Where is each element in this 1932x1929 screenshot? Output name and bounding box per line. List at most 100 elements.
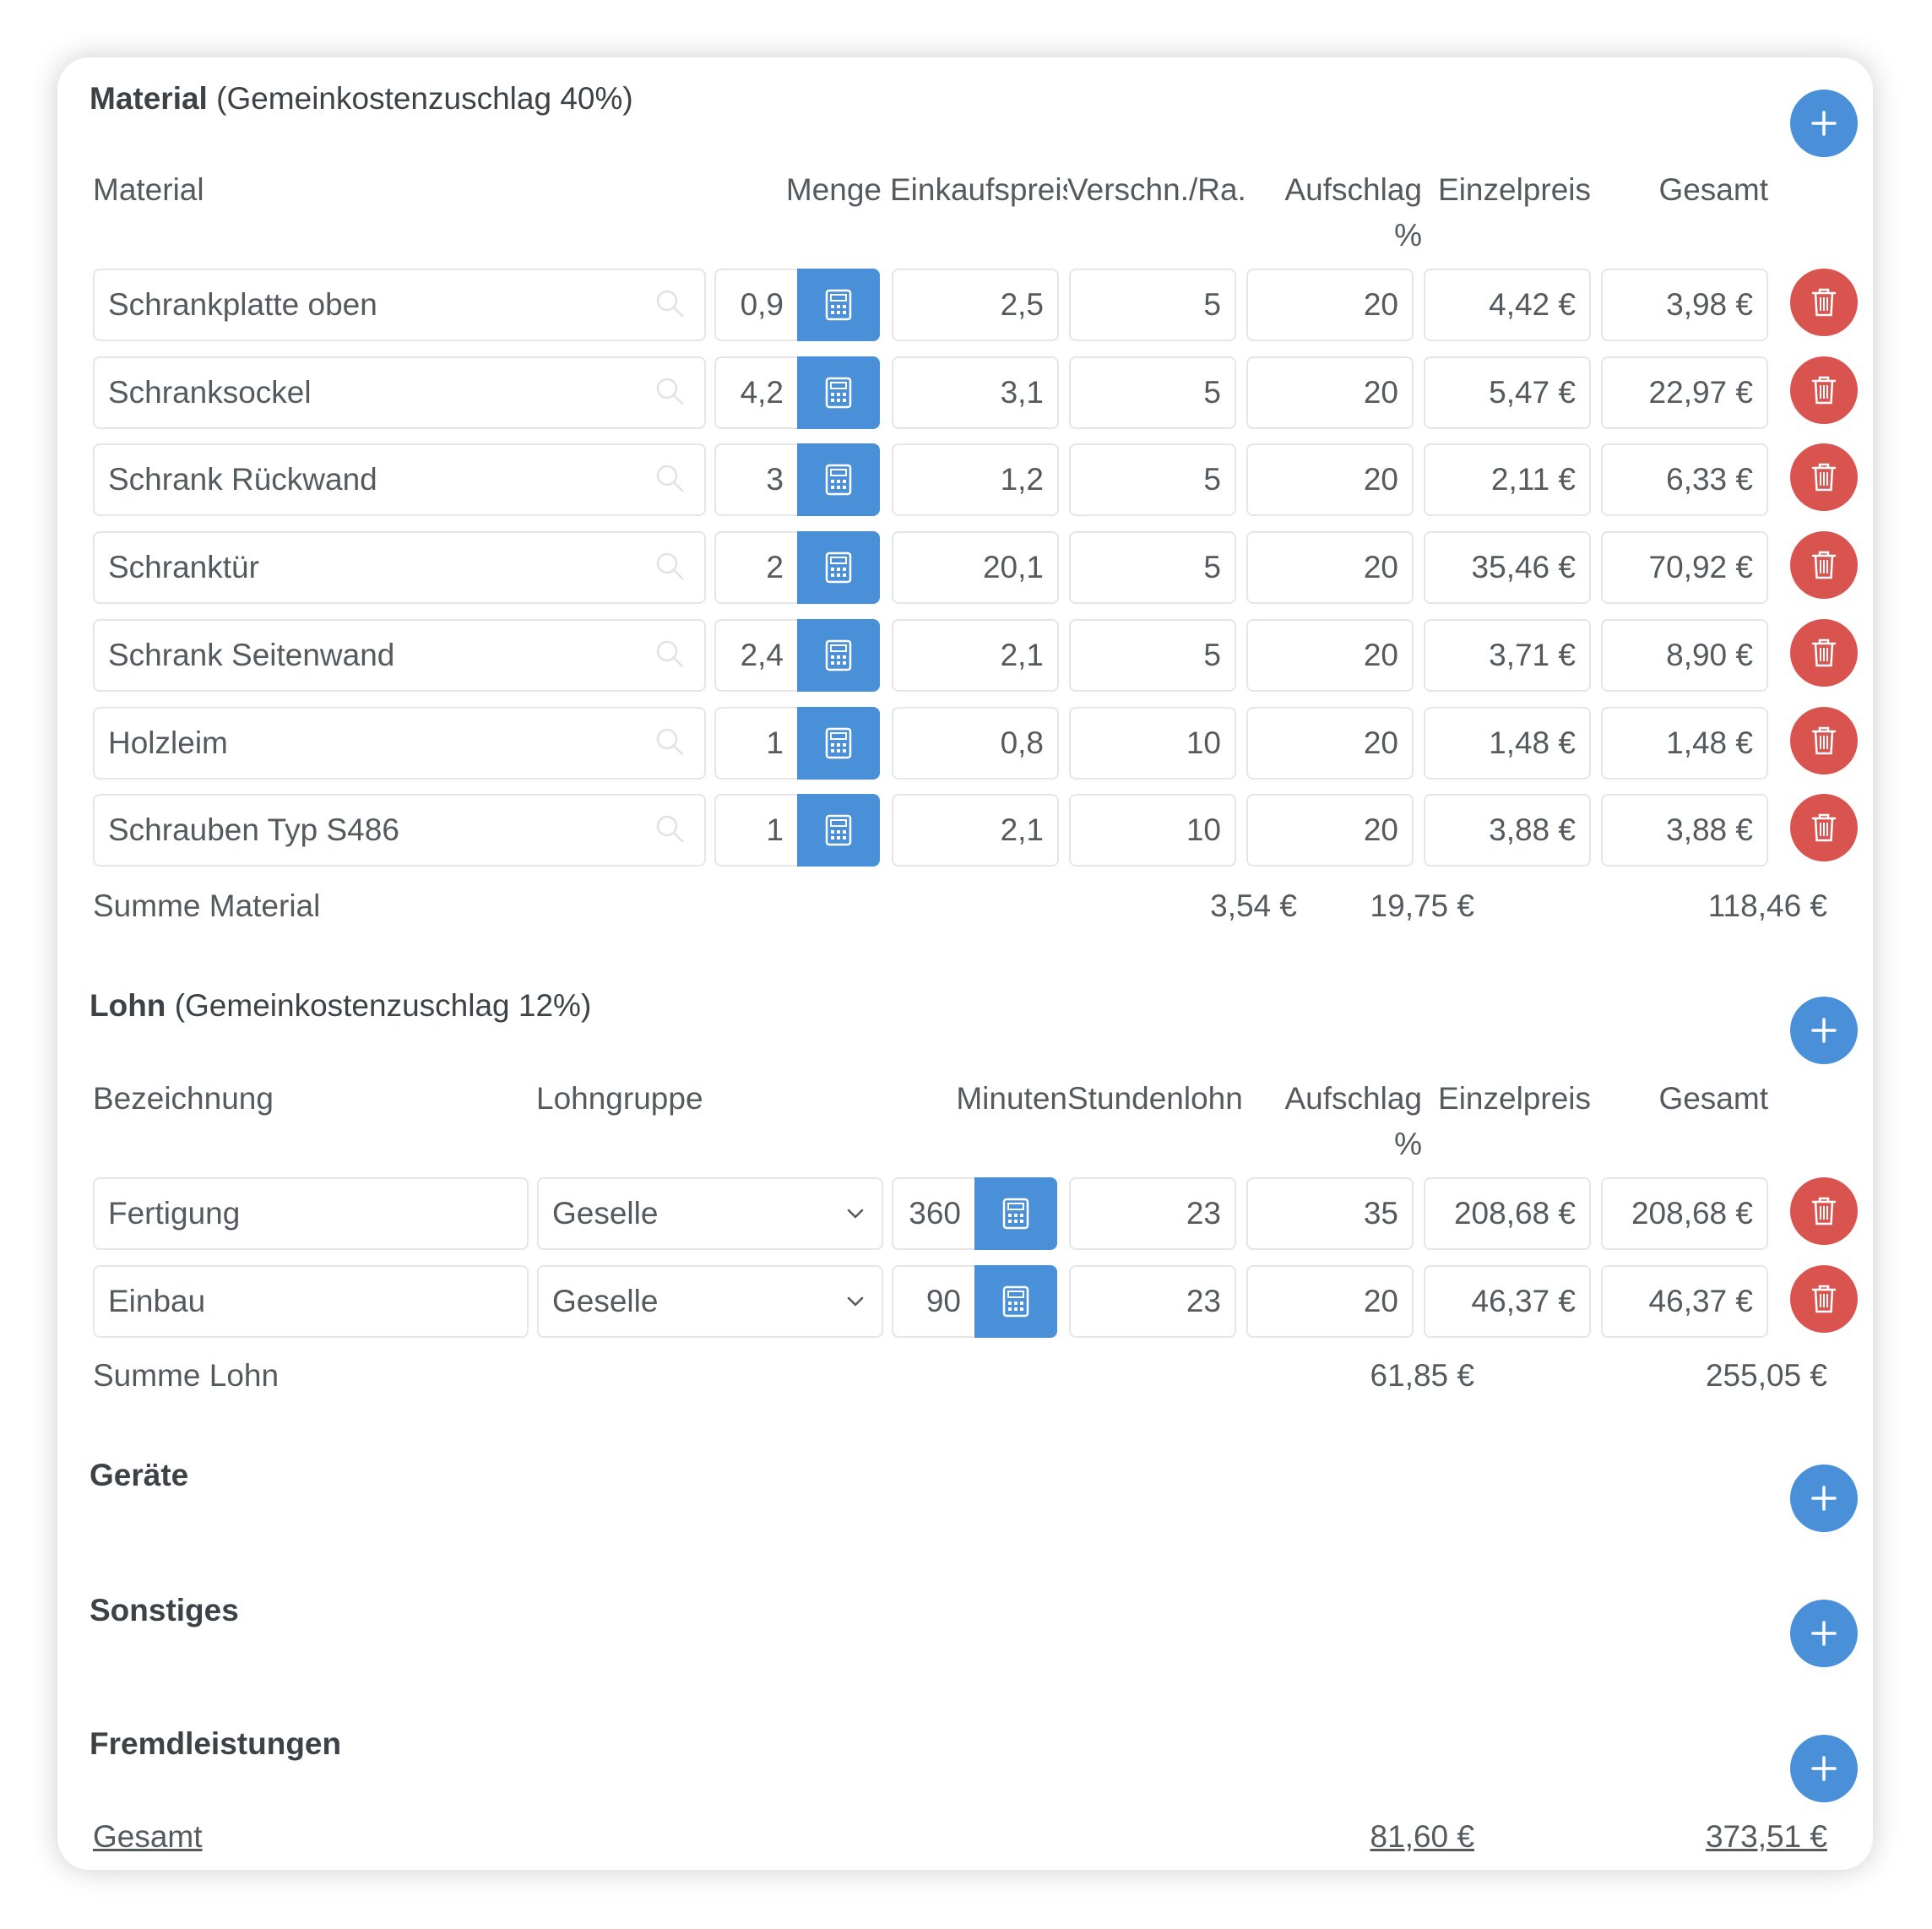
- verschn-field[interactable]: 5: [1069, 531, 1236, 604]
- lohn-gesamt-field: 208,68 €: [1601, 1177, 1768, 1250]
- calculator-button[interactable]: [797, 269, 880, 341]
- menge-field[interactable]: 1: [714, 794, 799, 867]
- einkaufspreis-field[interactable]: 0,8: [892, 707, 1059, 780]
- calculator-button[interactable]: [797, 356, 880, 429]
- header-lohn-gesamt: Gesamt: [1658, 1081, 1768, 1116]
- delete-lohn-button[interactable]: [1790, 1177, 1858, 1245]
- lohngruppe-select[interactable]: Geselle: [537, 1265, 883, 1338]
- add-material-button[interactable]: [1790, 90, 1858, 157]
- einkaufspreis-field[interactable]: 2,1: [892, 619, 1059, 692]
- stundenlohn-field[interactable]: 23: [1069, 1265, 1236, 1338]
- header-material: Material: [93, 172, 204, 207]
- search-icon[interactable]: [654, 725, 687, 759]
- minuten-field[interactable]: 90: [892, 1265, 976, 1338]
- menge-value: 2: [766, 550, 784, 584]
- aufschlag-value: 20: [1363, 550, 1398, 584]
- calculator-icon: [825, 727, 852, 759]
- calculator-button[interactable]: [797, 531, 880, 604]
- calculator-button[interactable]: [797, 794, 880, 867]
- delete-material-button[interactable]: [1790, 443, 1858, 511]
- material-name-value: Schrankplatte oben: [108, 287, 377, 322]
- gesamt-value: 1,48 €: [1666, 725, 1753, 760]
- search-icon[interactable]: [654, 462, 687, 496]
- material-name-field[interactable]: Schranksockel: [93, 356, 706, 429]
- einkaufspreis-field[interactable]: 1,2: [892, 443, 1059, 516]
- aufschlag-field[interactable]: 20: [1246, 443, 1414, 516]
- bezeichnung-field[interactable]: Einbau: [93, 1265, 529, 1338]
- delete-material-button[interactable]: [1790, 707, 1858, 774]
- einzelpreis-field: 5,47 €: [1424, 356, 1591, 429]
- delete-material-button[interactable]: [1790, 356, 1858, 424]
- delete-material-button[interactable]: [1790, 619, 1858, 687]
- gesamt-field: 6,33 €: [1601, 443, 1768, 516]
- aufschlag-field[interactable]: 20: [1246, 707, 1414, 780]
- material-name-field[interactable]: Schrauben Typ S486: [93, 794, 706, 867]
- header-gesamt: Gesamt: [1658, 172, 1768, 207]
- material-name-field[interactable]: Schranktür: [93, 531, 706, 604]
- header-stundenlohn: Stundenlohn: [1067, 1081, 1243, 1116]
- search-icon[interactable]: [654, 638, 687, 671]
- search-icon[interactable]: [654, 550, 687, 584]
- material-name-field[interactable]: Holzleim: [93, 707, 706, 780]
- plus-icon: [1811, 111, 1837, 136]
- add-geraete-button[interactable]: [1790, 1464, 1858, 1532]
- calculator-button[interactable]: [797, 443, 880, 516]
- menge-field[interactable]: 4,2: [714, 356, 799, 429]
- summe-lohn-gesamt: 255,05 €: [1705, 1358, 1827, 1393]
- bezeichnung-field[interactable]: Fertigung: [93, 1177, 529, 1250]
- search-icon[interactable]: [654, 287, 687, 321]
- verschn-field[interactable]: 5: [1069, 619, 1236, 692]
- search-icon[interactable]: [654, 812, 687, 846]
- delete-material-button[interactable]: [1790, 531, 1858, 599]
- stundenlohn-field[interactable]: 23: [1069, 1177, 1236, 1250]
- lohn-gesamt-value: 46,37 €: [1648, 1284, 1753, 1318]
- calculator-button[interactable]: [974, 1177, 1057, 1250]
- verschn-field[interactable]: 5: [1069, 269, 1236, 341]
- minuten-value: 360: [909, 1196, 961, 1231]
- delete-lohn-button[interactable]: [1790, 1265, 1858, 1333]
- menge-value: 4,2: [740, 375, 784, 410]
- aufschlag-field[interactable]: 20: [1246, 531, 1414, 604]
- menge-field[interactable]: 2: [714, 531, 799, 604]
- material-name-field[interactable]: Schrankplatte oben: [93, 269, 706, 341]
- einkaufspreis-value: 1,2: [1000, 462, 1044, 497]
- material-name-field[interactable]: Schrank Rückwand: [93, 443, 706, 516]
- stundenlohn-value: 23: [1186, 1196, 1221, 1231]
- verschn-field[interactable]: 5: [1069, 443, 1236, 516]
- aufschlag-field[interactable]: 20: [1246, 269, 1414, 341]
- menge-field[interactable]: 0,9: [714, 269, 799, 341]
- verschn-field[interactable]: 10: [1069, 794, 1236, 867]
- einkaufspreis-field[interactable]: 3,1: [892, 356, 1059, 429]
- einkaufspreis-field[interactable]: 20,1: [892, 531, 1059, 604]
- calculator-button[interactable]: [974, 1265, 1057, 1338]
- header-bezeichnung: Bezeichnung: [93, 1081, 274, 1116]
- lohn-aufschlag-field[interactable]: 20: [1246, 1265, 1414, 1338]
- aufschlag-field[interactable]: 20: [1246, 619, 1414, 692]
- header-lohn-einzelpreis: Einzelpreis: [1438, 1081, 1591, 1116]
- delete-material-button[interactable]: [1790, 794, 1858, 861]
- gesamt-field: 3,88 €: [1601, 794, 1768, 867]
- lohn-aufschlag-field[interactable]: 35: [1246, 1177, 1414, 1250]
- calculator-button[interactable]: [797, 707, 880, 780]
- lohngruppe-select[interactable]: Geselle: [537, 1177, 883, 1250]
- aufschlag-field[interactable]: 20: [1246, 794, 1414, 867]
- menge-field[interactable]: 1: [714, 707, 799, 780]
- add-fremdleistungen-button[interactable]: [1790, 1735, 1858, 1802]
- verschn-field[interactable]: 10: [1069, 707, 1236, 780]
- minuten-field[interactable]: 360: [892, 1177, 976, 1250]
- menge-value: 3: [766, 462, 784, 497]
- material-name-field[interactable]: Schrank Seitenwand: [93, 619, 706, 692]
- einkaufspreis-field[interactable]: 2,1: [892, 794, 1059, 867]
- add-sonstiges-button[interactable]: [1790, 1600, 1858, 1667]
- menge-field[interactable]: 2,4: [714, 619, 799, 692]
- lohn-section-title: Lohn (Gemeinkostenzuschlag 12%): [90, 988, 591, 1024]
- verschn-field[interactable]: 5: [1069, 356, 1236, 429]
- aufschlag-value: 20: [1363, 287, 1398, 322]
- aufschlag-field[interactable]: 20: [1246, 356, 1414, 429]
- add-lohn-button[interactable]: [1790, 997, 1858, 1064]
- calculator-button[interactable]: [797, 619, 880, 692]
- delete-material-button[interactable]: [1790, 269, 1858, 336]
- menge-field[interactable]: 3: [714, 443, 799, 516]
- einkaufspreis-field[interactable]: 2,5: [892, 269, 1059, 341]
- search-icon[interactable]: [654, 375, 687, 409]
